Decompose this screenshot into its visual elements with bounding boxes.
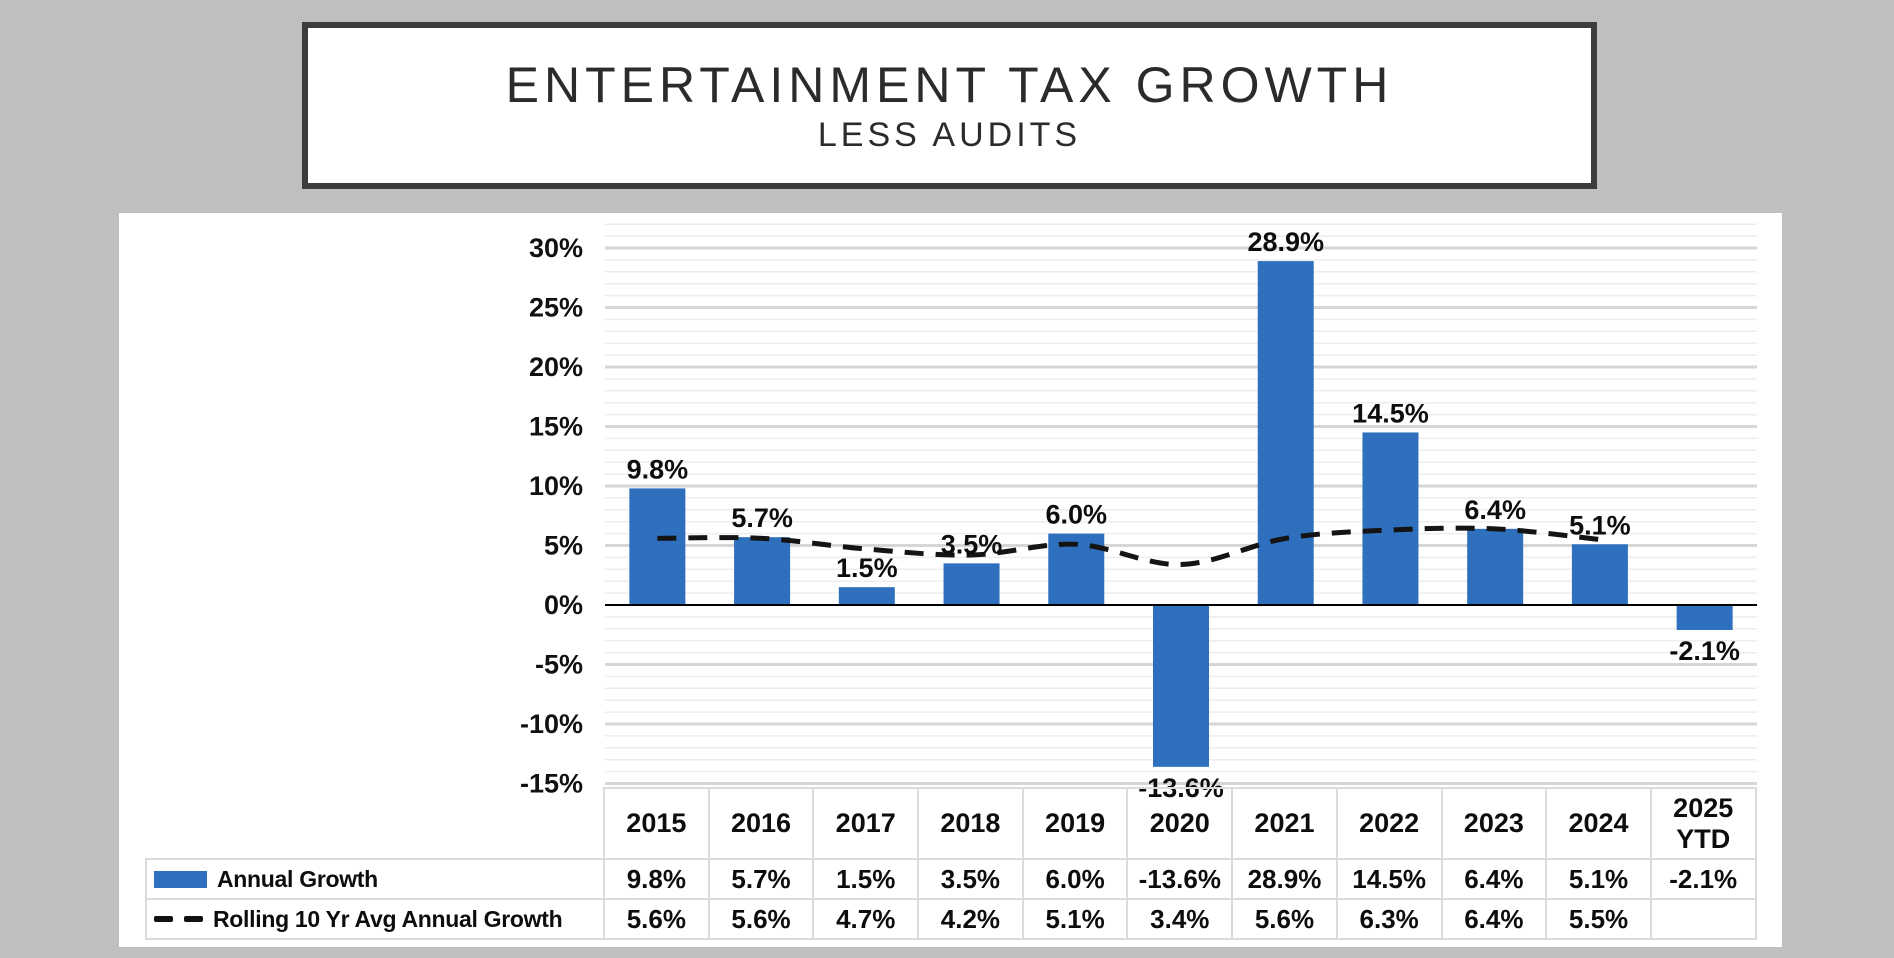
y-axis-label: 10%: [529, 471, 583, 501]
value-cell: -13.6%: [1128, 860, 1234, 900]
value-cell: 5.6%: [1233, 900, 1338, 940]
value-cell: 28.9%: [1233, 860, 1338, 900]
year-header-cell: 2019: [1023, 787, 1129, 860]
bar-data-label: 5.7%: [731, 503, 793, 533]
bar-2017: [838, 587, 895, 605]
y-axis-label: -10%: [520, 709, 583, 739]
y-axis-label: 5%: [544, 531, 583, 561]
y-axis-label: 25%: [529, 293, 583, 323]
value-cell: -2.1%: [1651, 860, 1757, 900]
bar-data-label: 9.8%: [627, 454, 689, 484]
page-title: ENTERTAINMENT TAX GROWTH: [505, 56, 1394, 113]
value-cell: 6.0%: [1023, 860, 1129, 900]
value-cell: 4.7%: [814, 900, 920, 940]
bar-2024: [1571, 544, 1628, 605]
legend-label: Annual Growth: [217, 865, 378, 892]
annual-growth-swatch: [154, 870, 207, 888]
value-cell: 9.8%: [605, 860, 710, 900]
table-corner-cell: [145, 787, 605, 860]
value-cell: 6.4%: [1442, 860, 1548, 900]
value-cell: 5.6%: [605, 900, 710, 940]
year-header-cell: 2016: [709, 787, 815, 860]
value-cell: 5.7%: [709, 860, 815, 900]
bar-data-label: 28.9%: [1247, 227, 1324, 257]
value-cell: 3.4%: [1128, 900, 1234, 940]
bar-data-label: 3.5%: [941, 529, 1003, 559]
rolling-avg-dash-marker: [154, 916, 203, 922]
bar-2016: [734, 537, 791, 605]
bar-2025-ytd: [1676, 605, 1733, 630]
y-axis-label: 20%: [529, 352, 583, 382]
rolling-avg-line: [657, 525, 1601, 568]
bar-data-label: 5.1%: [1569, 510, 1631, 540]
y-axis-label: -15%: [520, 769, 583, 799]
bar-2015: [629, 488, 686, 605]
value-cell: 5.1%: [1547, 860, 1652, 900]
year-header-cell: 2017: [814, 787, 920, 860]
legend-label: Rolling 10 Yr Avg Annual Growth: [213, 905, 563, 932]
legend-cell: Rolling 10 Yr Avg Annual Growth: [145, 900, 605, 940]
data-table: 2015 2016 2017 2018 2019 2020 2021 2022 2023 2024…: [145, 787, 1757, 940]
bar-2020: [1153, 605, 1209, 767]
bar-data-label: 6.0%: [1045, 500, 1107, 530]
bar-data-label: 1.5%: [836, 553, 898, 583]
value-cell: 5.5%: [1547, 900, 1652, 940]
bar-2022: [1362, 432, 1419, 605]
year-header-cell: 2021: [1233, 787, 1338, 860]
bar-data-label: 14.5%: [1352, 398, 1429, 428]
value-cell: 5.6%: [709, 900, 815, 940]
y-axis-label: 30%: [529, 233, 583, 263]
y-axis-label: 15%: [529, 412, 583, 442]
bar-2023: [1467, 528, 1524, 605]
year-header-cell: 2018: [919, 787, 1024, 860]
value-cell: 14.5%: [1337, 860, 1443, 900]
bar-data-label: 6.4%: [1464, 495, 1526, 525]
legend-cell: Annual Growth: [145, 860, 605, 900]
value-cell: 6.3%: [1337, 900, 1443, 940]
title-box: ENTERTAINMENT TAX GROWTH LESS AUDITS: [302, 22, 1597, 189]
year-header-cell: 2024: [1547, 787, 1652, 860]
bar-2021: [1257, 261, 1314, 605]
value-cell: 1.5%: [814, 860, 920, 900]
chart-panel: 30% 25% 20% 15% 10% 5% 0% -5% -10% -15% 9.8% 5.7% 1.…: [119, 213, 1782, 947]
value-cell: 4.2%: [919, 900, 1024, 940]
year-header-cell: 2020: [1128, 787, 1234, 860]
year-header-cell: 2022: [1337, 787, 1443, 860]
year-header-cell: 2023: [1442, 787, 1548, 860]
value-cell: 3.5%: [919, 860, 1024, 900]
year-header-cell: 2015: [605, 787, 710, 860]
bar-data-label: -2.1%: [1669, 636, 1740, 666]
y-axis-label: -5%: [535, 650, 583, 680]
year-header-cell: 2025 YTD: [1651, 787, 1757, 860]
page-subtitle: LESS AUDITS: [817, 115, 1082, 154]
value-cell: [1651, 900, 1757, 940]
value-cell: 5.1%: [1023, 900, 1129, 940]
growth-chart: 30% 25% 20% 15% 10% 5% 0% -5% -10% -15% 9.8% 5.7% 1.…: [520, 223, 1757, 803]
bar-2018: [943, 563, 1000, 605]
y-axis-label: 0%: [544, 590, 583, 620]
value-cell: 6.4%: [1442, 900, 1548, 940]
